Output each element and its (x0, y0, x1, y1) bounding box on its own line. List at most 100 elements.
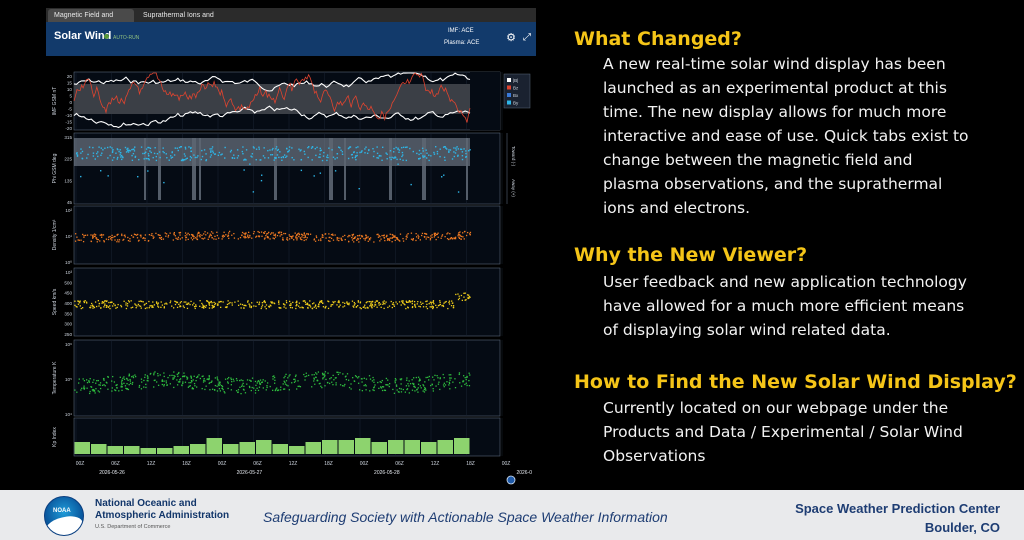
speed-point (468, 297, 470, 299)
y-tick-label: 300 (64, 322, 72, 327)
density-point (129, 240, 131, 242)
phi-point (104, 147, 106, 149)
phi-point (307, 146, 309, 149)
density-point (286, 238, 288, 240)
speed-point (414, 306, 417, 308)
phi-point (163, 151, 165, 154)
density-point (244, 233, 246, 236)
temperature-point (373, 386, 376, 388)
temperature-point (228, 376, 230, 379)
expand-icon[interactable]: ⤢ (523, 32, 531, 43)
temperature-point (293, 378, 295, 381)
plot-area[interactable]: IMF GSM nT 20 15 10 5 0 -5 -10 -15 -20 Phi GSM deg… (46, 56, 536, 488)
temperature-point (181, 375, 184, 378)
legend-label: Bz (513, 86, 519, 91)
speed-point (131, 306, 134, 308)
speed-point (378, 304, 380, 306)
speed-point (253, 305, 255, 307)
settings-gear-icon[interactable]: ⚙ (506, 31, 516, 44)
temperature-point (190, 379, 193, 382)
temperature-point (373, 381, 375, 383)
temperature-point (93, 379, 95, 381)
temperature-point (91, 389, 94, 391)
speed-point (249, 304, 251, 306)
phi-point (125, 151, 128, 153)
phi-point (153, 152, 156, 155)
temperature-point (182, 381, 184, 383)
temperature-point (335, 377, 337, 379)
density-point (179, 234, 181, 236)
temperature-point (221, 385, 224, 388)
speed-point (269, 304, 271, 306)
density-point (309, 233, 312, 235)
temperature-point (239, 386, 241, 388)
phi-point (189, 155, 192, 158)
phi-point (126, 150, 129, 152)
temperature-point (153, 374, 155, 376)
speed-point (297, 305, 300, 307)
temperature-point (423, 388, 426, 391)
phi-point (409, 147, 411, 150)
temperature-point (381, 386, 384, 388)
speed-point (189, 303, 191, 306)
speed-point (160, 301, 162, 303)
temperature-point (188, 385, 190, 387)
temperature-point (418, 380, 420, 382)
temperature-point (439, 388, 441, 391)
density-point (410, 238, 413, 240)
speed-point (255, 305, 257, 307)
density-point (437, 232, 439, 234)
speed-point (371, 301, 374, 303)
temperature-point (82, 378, 84, 380)
density-point (325, 237, 327, 239)
speed-point (208, 303, 210, 305)
density-point (351, 239, 354, 241)
temperature-point (402, 388, 404, 391)
density-point (298, 232, 300, 234)
temperature-point (459, 382, 461, 384)
speed-point (438, 304, 441, 306)
phi-point (439, 155, 441, 158)
temperature-point (380, 381, 382, 384)
speed-point (430, 301, 432, 304)
phi-point (87, 153, 89, 156)
temperature-point (121, 382, 123, 385)
y-tick-label: 45 (67, 200, 73, 205)
speed-point (202, 306, 205, 309)
phi-point (358, 187, 360, 190)
speed-point (353, 306, 355, 308)
autorun-toggle[interactable]: AUTO-RUN (104, 34, 139, 41)
speed-point (344, 302, 346, 304)
org-name-line2: Atmospheric Administration (95, 510, 230, 521)
density-point (306, 237, 308, 239)
density-point (441, 235, 443, 237)
density-point (114, 235, 116, 238)
phi-point (336, 157, 338, 159)
speed-point (305, 303, 307, 305)
phi-point (111, 151, 114, 154)
temperature-point (350, 383, 352, 385)
density-point (186, 234, 188, 236)
speed-point (308, 304, 310, 306)
density-point (419, 239, 422, 241)
tab-suprathermal[interactable]: Suprathermal Ions and Electrons (143, 12, 214, 32)
speed-point (207, 300, 209, 303)
density-point (176, 238, 178, 240)
phi-point (88, 146, 91, 148)
speed-point (93, 306, 96, 309)
temperature-point (121, 379, 123, 382)
y-tick-label: 225 (64, 157, 72, 162)
density-point (280, 231, 283, 234)
temperature-point (258, 381, 261, 383)
phi-point (356, 154, 358, 157)
density-point (130, 234, 133, 237)
temperature-point (443, 377, 445, 379)
tab-magnetic-field-plasma[interactable]: Magnetic Field and Plasma (48, 9, 134, 32)
density-point (441, 234, 444, 236)
speed-point (260, 307, 262, 310)
speed-point (85, 301, 88, 303)
phi-point (323, 151, 325, 154)
speed-point (353, 304, 356, 306)
phi-point (143, 152, 146, 155)
density-point (354, 237, 356, 240)
